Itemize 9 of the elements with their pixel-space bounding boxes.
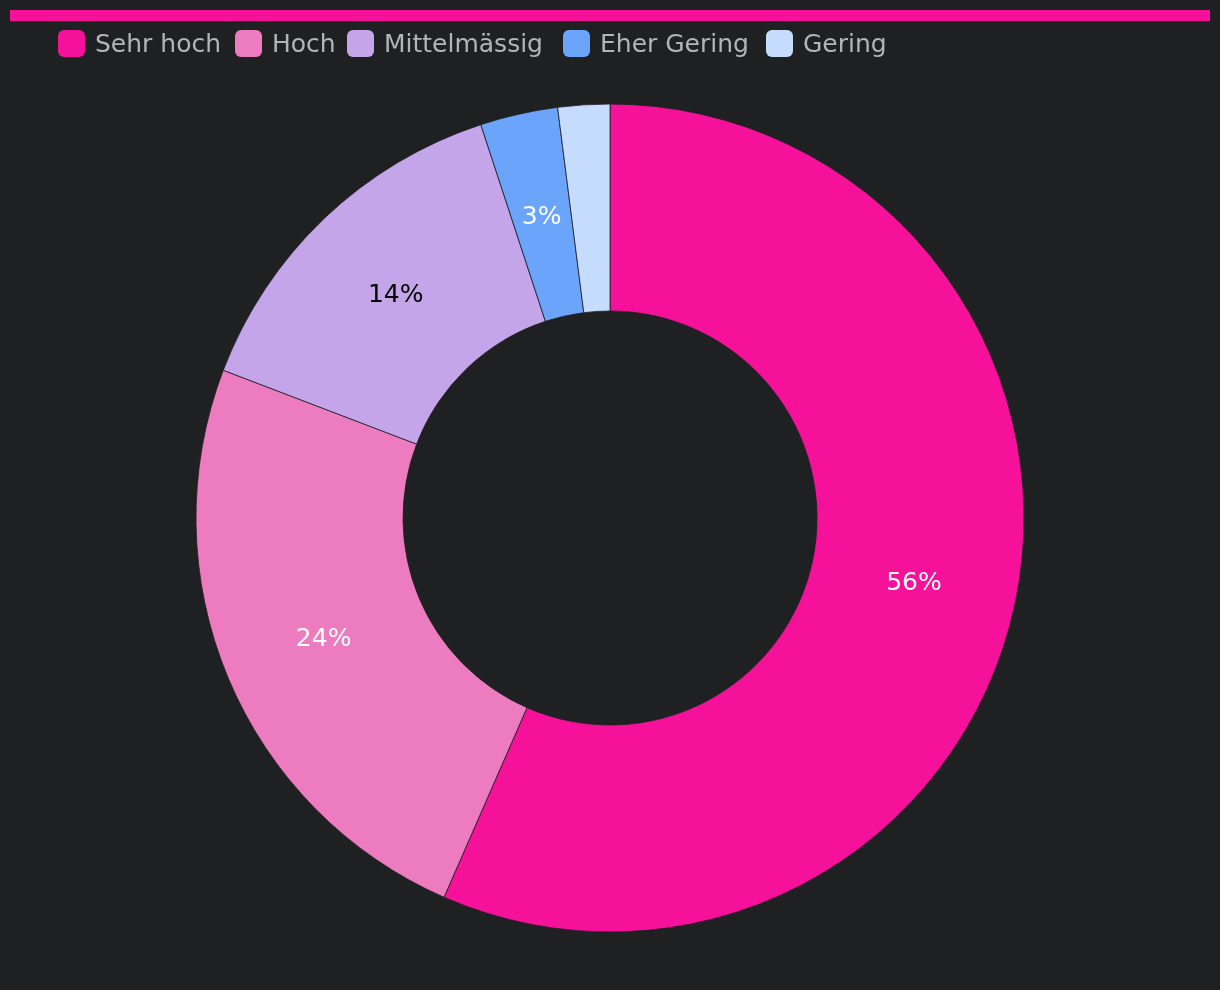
data-label: 3% bbox=[521, 200, 562, 230]
data-label: 56% bbox=[886, 567, 942, 597]
legend-label: Mittelmässig bbox=[384, 28, 543, 58]
data-label: 14% bbox=[367, 278, 424, 308]
data-label: 24% bbox=[295, 623, 352, 653]
legend-label: Hoch bbox=[272, 28, 336, 58]
legend-label: Gering bbox=[803, 28, 887, 58]
legend-label: Eher Gering bbox=[600, 28, 749, 58]
legend-label: Sehr hoch bbox=[95, 28, 222, 58]
